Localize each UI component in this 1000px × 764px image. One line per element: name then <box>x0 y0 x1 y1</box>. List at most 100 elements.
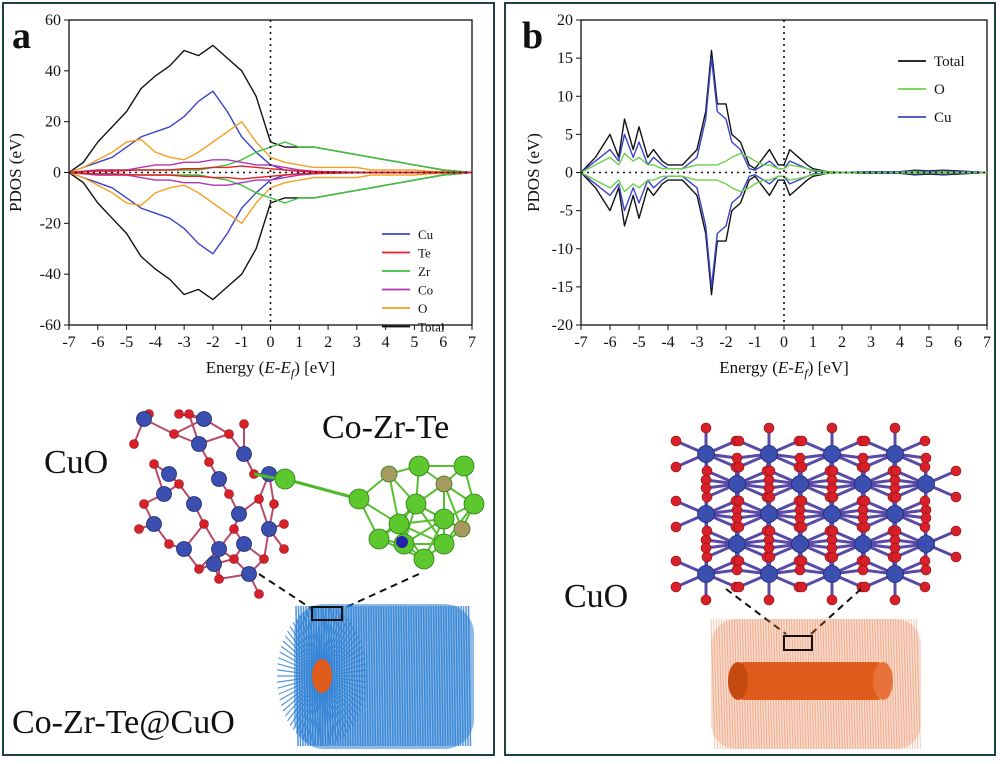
oxygen-atom <box>733 495 745 507</box>
copper-atom <box>760 445 778 463</box>
oxygen-atom <box>700 422 712 434</box>
cuo-label: CuO <box>564 578 629 615</box>
oxygen-atom <box>890 551 902 563</box>
y-tick-label: 10 <box>557 88 573 105</box>
panel-a-figure: -7 -6 -5 -4 -3 -2 -1 0 1 2 3 4 5 6 7 -60 -40 -20 0 20 40 60 En… <box>6 12 485 749</box>
halo-fiber <box>913 618 919 750</box>
series-total-down <box>580 171 988 296</box>
oxygen-atom <box>700 542 712 554</box>
copper-atom <box>791 535 809 553</box>
x-tick-label: 7 <box>983 334 991 351</box>
copper-atom <box>917 535 935 553</box>
oxygen-atom <box>670 581 682 593</box>
oxygen-atom <box>229 524 239 534</box>
copper-atom <box>211 541 227 557</box>
oxygen-atom <box>857 564 869 576</box>
nanorod-core <box>312 659 332 693</box>
x-tick-label: -2 <box>206 334 219 351</box>
y-tick-label: -20 <box>552 317 573 334</box>
halo-fiber <box>908 618 914 750</box>
copper-atom <box>823 445 841 463</box>
halo-fiber <box>718 618 724 750</box>
oxygen-atom <box>919 435 931 447</box>
y-tick-label: -20 <box>40 215 61 232</box>
oxygen-atom <box>889 482 901 494</box>
oxygen-atom <box>920 452 932 464</box>
zirconium-atom <box>413 548 435 570</box>
x-tick-label: 6 <box>954 334 962 351</box>
halo-fiber <box>892 618 898 750</box>
panel-label: a <box>12 15 31 57</box>
x-tick-label: 5 <box>410 334 418 351</box>
oxygen-atom <box>857 512 869 524</box>
oxygen-atom <box>827 525 839 537</box>
oxygen-atom <box>859 521 871 533</box>
oxygen-atom <box>950 525 962 537</box>
x-tick-label: -4 <box>661 334 674 351</box>
nanorod-end <box>873 662 893 700</box>
oxygen-atom <box>859 555 871 567</box>
oxygen-atom <box>889 542 901 554</box>
zoom-line <box>725 588 787 635</box>
oxygen-atom <box>134 524 144 534</box>
copper-atom <box>697 565 715 583</box>
oxygen-atom <box>920 512 932 524</box>
zirconium-atom <box>274 468 296 490</box>
composite-label: Co-Zr-Te@CuO <box>12 704 235 741</box>
halo-fiber <box>720 618 726 750</box>
y-axis-label: PDOS (eV) <box>6 133 25 212</box>
oxygen-atom <box>764 465 776 477</box>
oxygen-atom <box>796 461 808 473</box>
y-tick-label: -40 <box>40 266 61 283</box>
x-axis-label: Energy (E-Ef) [eV] <box>719 358 849 380</box>
x-tick-label: 4 <box>382 334 390 351</box>
copper-atom <box>886 505 904 523</box>
zirconium-atom <box>388 513 410 535</box>
copper-atom <box>697 445 715 463</box>
y-tick-label: -60 <box>40 317 61 334</box>
oxygen-atom <box>796 581 808 593</box>
copper-atom <box>697 505 715 523</box>
x-tick-label: 0 <box>780 334 788 351</box>
zirconium-atom <box>453 455 475 477</box>
composite-nanorod <box>258 573 474 749</box>
zirconium-atom <box>433 508 455 530</box>
panel-b: b -7 -6 -5 -4 -3 -2 -1 0 1 2 3 4 5 6 7 -20 -15 -10 -5 0 5 10 1… <box>504 2 996 756</box>
legend-entry: Cu <box>934 110 952 126</box>
oxygen-atom <box>763 482 775 494</box>
copper-atom <box>760 565 778 583</box>
oxygen-atom <box>174 479 184 489</box>
copper-atom <box>917 475 935 493</box>
oxygen-atom <box>254 494 264 504</box>
oxygen-atom <box>826 542 838 554</box>
x-tick-label: -3 <box>690 334 703 351</box>
oxygen-atom <box>859 581 871 593</box>
x-tick-label: 7 <box>468 334 476 351</box>
zoom-box <box>783 635 813 651</box>
oxygen-atom <box>889 594 901 606</box>
copper-atom <box>854 535 872 553</box>
zirconium-atom <box>368 528 390 550</box>
x-tick-label: -6 <box>91 334 104 351</box>
oxygen-atom <box>796 521 808 533</box>
x-tick-label: 2 <box>324 334 332 351</box>
copper-atom <box>236 536 252 552</box>
oxygen-atom <box>199 519 209 529</box>
copper-atom <box>176 541 192 557</box>
oxygen-atom <box>700 482 712 494</box>
oxygen-atom <box>164 539 174 549</box>
copper-atom <box>211 471 227 487</box>
oxygen-atom <box>701 491 713 503</box>
oxygen-atom <box>859 435 871 447</box>
oxygen-atom <box>950 491 962 503</box>
halo-fiber <box>713 618 719 750</box>
oxygen-atom <box>763 422 775 434</box>
oxygen-atom <box>670 461 682 473</box>
copper-atom <box>261 521 277 537</box>
oxygen-atom <box>890 525 902 537</box>
oxygen-atom <box>890 465 902 477</box>
oxygen-atom <box>733 521 745 533</box>
oxygen-atom <box>733 555 745 567</box>
oxygen-atom <box>670 495 682 507</box>
legend-entry: Total <box>418 320 445 335</box>
